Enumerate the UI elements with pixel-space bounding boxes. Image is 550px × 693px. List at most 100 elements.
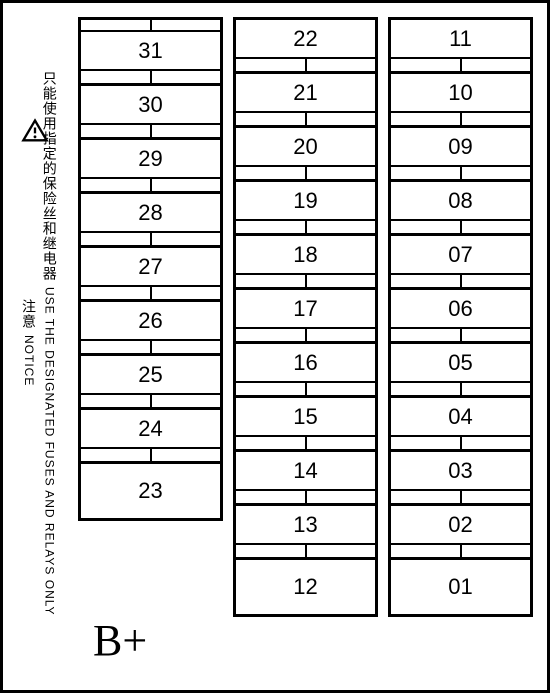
fuse-slot: 18 [236,236,375,290]
slot-divider-tab [81,447,220,461]
fuse-slot-number: 13 [236,506,375,543]
fuse-slot: 04 [391,398,530,452]
fuse-slot-number: 25 [81,356,220,393]
notice-en: NOTICE [21,335,35,386]
fuse-slot: 16 [236,344,375,398]
fuse-slot-number: 14 [236,452,375,489]
fuse-slot-number: 16 [236,344,375,381]
fuse-slot-number: 26 [81,302,220,339]
slot-divider-tab [81,231,220,245]
fuse-slot: 03 [391,452,530,506]
fuse-slot-number: 15 [236,398,375,435]
slot-divider-tab [81,393,220,407]
slot-divider-tab [391,489,530,503]
slot-divider-tab [236,57,375,71]
instruction-en: USE THE DESIGNATED FUSES AND RELAYS ONLY [42,287,56,616]
slot-divider-tab [236,381,375,395]
slot-divider-tab [236,111,375,125]
fuse-slot: 07 [391,236,530,290]
fuse-slot-number: 11 [391,20,530,57]
slot-divider-tab [391,435,530,449]
fuse-slot: 02 [391,506,530,560]
fuse-slot-number: 03 [391,452,530,489]
fuse-slot-number: 09 [391,128,530,165]
fuse-slot-number: 06 [391,290,530,327]
fuse-slot-number: 12 [236,560,375,614]
slot-divider-tab [236,543,375,557]
fuse-slot: 19 [236,182,375,236]
fuse-slot-number: 29 [81,140,220,177]
fuse-slot-number: 23 [81,464,220,518]
fuse-slot-number: 02 [391,506,530,543]
slot-divider-tab [236,219,375,233]
fuse-slot: 21 [236,74,375,128]
fuse-slot: 14 [236,452,375,506]
fuse-slot: 15 [236,398,375,452]
fuse-column-right: 11 10 09 08 07 06 05 04 03 02 01 [388,17,533,617]
fuse-slot: 26 [81,302,220,356]
instruction-cn: 只能使用指定的保险丝和继电器 [41,71,58,281]
fuse-slot: 24 [81,410,220,464]
side-notice-text: 注意 NOTICE 只能使用指定的保险丝和继电器 USE THE DESIGNA… [9,113,69,573]
fuse-slot: 25 [81,356,220,410]
slot-divider-tab [391,165,530,179]
fuse-slot: 10 [391,74,530,128]
slot-divider-tab [391,57,530,71]
slot-divider-tab [81,69,220,83]
slot-top-stub [81,20,220,32]
fuse-slot: 12 [236,560,375,614]
slot-divider-tab [236,327,375,341]
slot-divider-tab [391,381,530,395]
slot-divider-tab [391,327,530,341]
fuse-slot: 31 [81,32,220,86]
fuse-slot-number: 18 [236,236,375,273]
fuse-slot: 28 [81,194,220,248]
fuse-slot-number: 31 [81,32,220,69]
fuse-slot: 20 [236,128,375,182]
fuse-slot-number: 19 [236,182,375,219]
slot-divider-tab [81,177,220,191]
slot-divider-tab [81,285,220,299]
fuse-slot: 05 [391,344,530,398]
fuse-slot-number: 30 [81,86,220,123]
fuse-slot: 06 [391,290,530,344]
fuse-slot-number: 05 [391,344,530,381]
fuse-slot: 08 [391,182,530,236]
fuse-slot: 27 [81,248,220,302]
fuse-slot-number: 21 [236,74,375,111]
slot-divider-tab [236,435,375,449]
fuse-slot-number: 24 [81,410,220,447]
fuse-slot-number: 17 [236,290,375,327]
fuse-slot: 13 [236,506,375,560]
fuse-slot: 30 [81,86,220,140]
slot-divider-tab [391,273,530,287]
slot-divider-tab [391,111,530,125]
fuse-column-left: 31 30 29 28 27 26 25 24 23 [78,17,223,521]
fuse-slot: 17 [236,290,375,344]
fuse-column-middle: 22 21 20 19 18 17 16 15 14 13 12 [233,17,378,617]
fuse-slot: 09 [391,128,530,182]
slot-divider-tab [81,123,220,137]
fuse-slot-number: 28 [81,194,220,231]
fuse-slot-number: 10 [391,74,530,111]
fuse-columns: 31 30 29 28 27 26 25 24 23 22 21 20 19 18 17 16 15 14 13 1… [78,17,533,676]
notice-cn: 注意 [20,299,37,329]
fuse-slot: 22 [236,20,375,74]
fuse-slot-number: 27 [81,248,220,285]
fuse-slot: 29 [81,140,220,194]
fuse-slot-number: 22 [236,20,375,57]
fuse-slot-number: 08 [391,182,530,219]
slot-divider-tab [391,219,530,233]
fuse-slot: 01 [391,560,530,614]
fuse-panel: 注意 NOTICE 只能使用指定的保险丝和继电器 USE THE DESIGNA… [0,0,550,693]
slot-divider-tab [236,273,375,287]
fuse-slot-number: 07 [391,236,530,273]
fuse-slot-number: 20 [236,128,375,165]
fuse-slot: 23 [81,464,220,518]
slot-divider-tab [81,339,220,353]
b-plus-label: B+ [93,615,147,666]
fuse-slot-number: 01 [391,560,530,614]
fuse-slot: 11 [391,20,530,74]
slot-divider-tab [236,489,375,503]
fuse-slot-number: 04 [391,398,530,435]
